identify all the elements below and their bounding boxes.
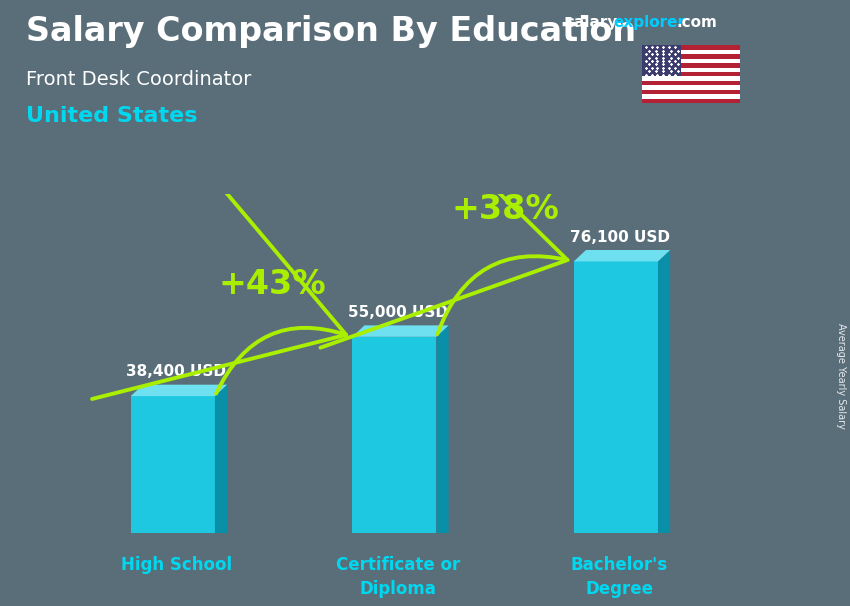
Polygon shape: [215, 385, 227, 533]
Bar: [642, 90, 740, 94]
Text: Certificate or
Diploma: Certificate or Diploma: [336, 556, 460, 598]
Text: explorer: explorer: [614, 15, 686, 30]
Text: 76,100 USD: 76,100 USD: [570, 230, 670, 245]
Polygon shape: [131, 396, 215, 533]
Bar: [642, 55, 740, 59]
Bar: [642, 63, 740, 68]
Polygon shape: [574, 250, 670, 261]
Text: .com: .com: [677, 15, 717, 30]
FancyArrowPatch shape: [320, 76, 568, 348]
Bar: [642, 72, 740, 76]
Text: 55,000 USD: 55,000 USD: [348, 305, 448, 320]
Polygon shape: [436, 325, 449, 533]
FancyArrowPatch shape: [92, 135, 346, 399]
Polygon shape: [352, 325, 449, 337]
Bar: [642, 94, 740, 99]
Text: +38%: +38%: [451, 193, 559, 225]
Bar: [642, 59, 740, 63]
Text: 38,400 USD: 38,400 USD: [127, 364, 226, 379]
Bar: [642, 76, 740, 81]
Text: Average Yearly Salary: Average Yearly Salary: [836, 323, 846, 428]
Text: +43%: +43%: [218, 268, 326, 301]
Text: Bachelor's
Degree: Bachelor's Degree: [571, 556, 668, 598]
Text: United States: United States: [26, 106, 197, 126]
Polygon shape: [658, 250, 670, 533]
Text: Front Desk Coordinator: Front Desk Coordinator: [26, 70, 251, 88]
Text: salary: salary: [565, 15, 618, 30]
Bar: [642, 68, 740, 72]
Bar: [642, 45, 740, 50]
Polygon shape: [131, 385, 227, 396]
Bar: [642, 50, 740, 55]
Polygon shape: [574, 261, 658, 533]
Bar: [642, 81, 740, 85]
Text: High School: High School: [121, 556, 232, 574]
Bar: [642, 45, 681, 76]
Text: Salary Comparison By Education: Salary Comparison By Education: [26, 15, 636, 48]
Polygon shape: [352, 337, 436, 533]
Bar: [642, 85, 740, 90]
Bar: [642, 99, 740, 103]
